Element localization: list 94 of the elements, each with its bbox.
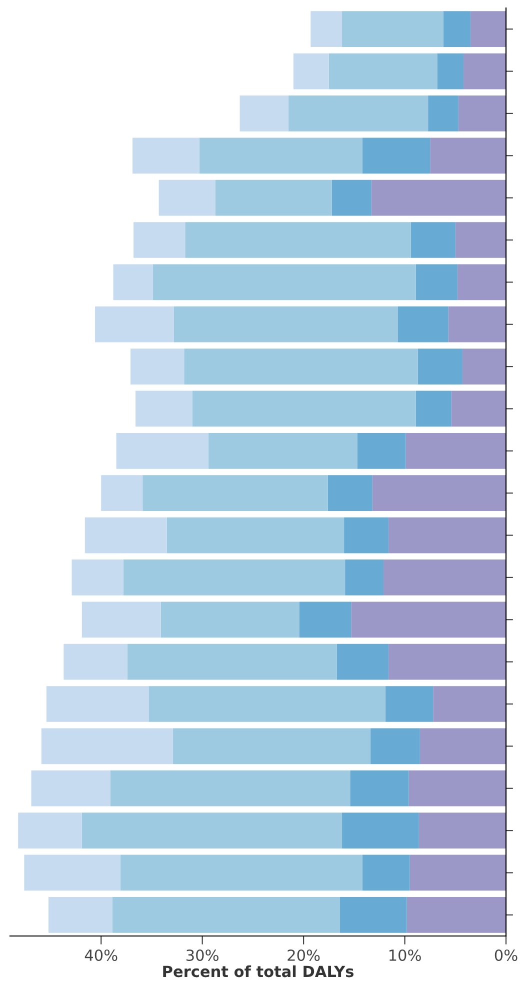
bar [388,517,506,554]
bar [82,812,342,848]
bar [336,644,389,680]
bar [101,475,143,512]
bar [386,686,434,722]
bar [112,896,340,933]
bar [95,306,174,342]
bar [148,686,386,722]
bar [342,812,419,848]
bar [428,96,458,132]
bar [110,770,350,806]
bar [136,390,192,427]
bar [463,53,506,90]
bar [416,264,458,300]
bar [293,53,329,90]
bar [418,348,462,384]
bar [372,475,506,512]
bar [328,475,372,512]
bar [398,306,448,342]
bar [152,264,416,300]
bar [340,896,407,933]
bar [123,560,346,596]
bar [240,96,288,132]
bar [72,560,124,596]
bar [184,348,418,384]
bar [342,11,444,48]
bar [328,53,438,90]
bar [406,432,506,469]
bar [437,53,464,90]
bar [462,348,506,384]
bar [82,602,161,638]
bar [31,770,110,806]
bar [127,644,337,680]
bar [451,390,506,427]
bar [418,812,506,848]
bar [166,517,344,554]
bar [350,770,409,806]
x-tick-label: 10% [389,949,421,962]
bar [332,180,372,216]
bar [458,96,506,132]
bar [370,728,420,764]
bar [18,812,82,848]
bar [132,138,200,174]
bar [430,138,506,174]
bar [46,686,149,722]
bar [362,138,430,174]
bar [344,517,389,554]
x-axis-title: Percent of total DALYs [163,965,354,978]
bar [116,432,208,469]
bar [208,432,358,469]
bar [48,896,112,933]
bar [172,728,370,764]
bar [300,602,352,638]
bar [416,390,452,427]
bar [185,222,411,258]
bar [160,602,300,638]
bar [41,728,173,764]
x-tick-label: 0% [494,949,518,962]
bar [455,222,506,258]
bar [357,432,406,469]
bar [288,96,428,132]
bar [310,11,342,48]
bar [388,644,506,680]
bar [433,686,506,722]
bar [84,517,167,554]
bar [410,854,506,891]
bar [64,644,128,680]
x-tick-label: 40% [84,949,118,962]
bar [142,475,328,512]
bar [408,770,506,806]
bar [448,306,506,342]
bar [174,306,398,342]
bar [443,11,471,48]
x-tick-label: 20% [288,949,320,962]
bar [24,854,120,891]
bar [351,602,506,638]
x-tick-label: 30% [186,949,218,962]
bar [133,222,186,258]
bar [158,180,216,216]
bar [420,728,506,764]
bar [345,560,384,596]
bar [406,896,506,933]
bar [130,348,184,384]
bar [410,222,456,258]
bar [371,180,506,216]
bar [113,264,153,300]
bar [120,854,362,891]
bar [362,854,410,891]
bar [199,138,362,174]
bar [384,560,506,596]
bar [470,11,506,48]
bar [457,264,506,300]
bar [192,390,416,427]
bar [215,180,332,216]
